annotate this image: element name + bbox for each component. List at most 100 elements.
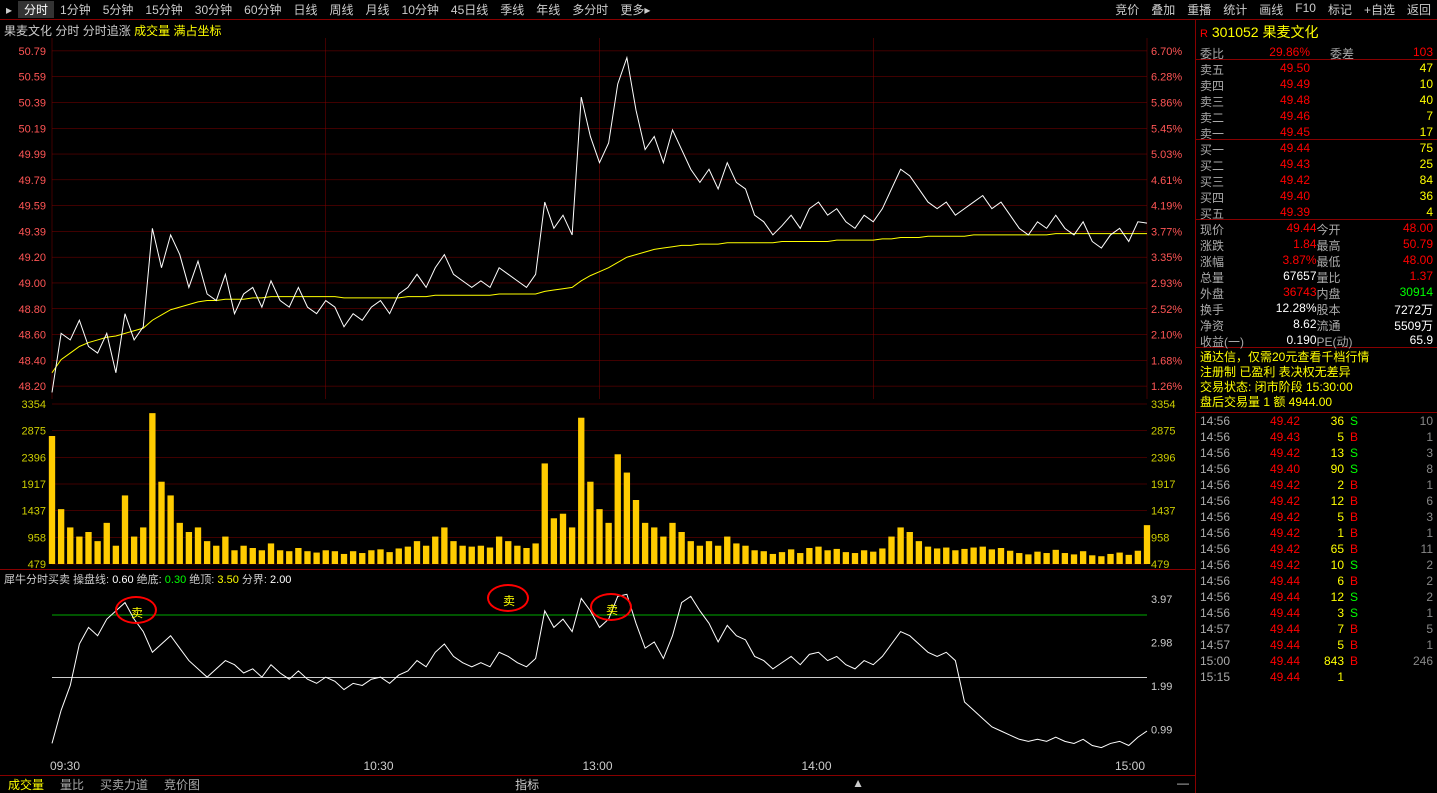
tab-6[interactable]: 日线 [288,1,324,18]
ob-ratio: 委比29.86%委差103 [1196,44,1437,60]
svg-text:479: 479 [1151,559,1169,569]
ask-row[interactable]: 卖一49.4517 [1196,124,1437,140]
svg-text:1.26%: 1.26% [1151,381,1182,393]
svg-text:2875: 2875 [22,426,46,438]
stock-title: R 301052 果麦文化 [1196,20,1437,44]
tab-0[interactable]: 分时 [18,1,54,18]
tab-14[interactable]: 更多▸ [614,1,656,18]
tab-3[interactable]: 15分钟 [139,1,188,18]
tab-4[interactable]: 30分钟 [189,1,238,18]
bid-row[interactable]: 买三49.4284 [1196,172,1437,188]
quote-row: 净资8.62流通5509万 [1196,316,1437,332]
quote-row: 总量67657量比1.37 [1196,268,1437,284]
ask-row[interactable]: 卖三49.4840 [1196,92,1437,108]
top-action[interactable]: F10 [1289,1,1322,18]
top-action[interactable]: 标记 [1322,1,1358,18]
trade-row: 14:5749.445B1 [1196,637,1437,653]
svg-text:3.77%: 3.77% [1151,226,1182,238]
top-action[interactable]: 竞价 [1109,1,1145,18]
top-action[interactable]: 统计 [1217,1,1253,18]
tab-9[interactable]: 10分钟 [396,1,445,18]
svg-text:50.19: 50.19 [18,123,46,135]
svg-text:3354: 3354 [22,399,46,411]
svg-text:49.39: 49.39 [18,226,46,238]
top-action[interactable]: 画线 [1253,1,1289,18]
trade-row: 14:5749.447B5 [1196,621,1437,637]
indicator-chart[interactable]: 犀牛分时买卖 操盘线: 0.60 绝底: 0.30 绝顶: 3.50 分界: 2… [0,569,1195,759]
indicator-btn[interactable]: 指标 [509,776,545,793]
svg-text:2.98: 2.98 [1151,638,1172,650]
svg-text:49.00: 49.00 [18,278,46,290]
top-action[interactable]: +自选 [1358,1,1401,18]
svg-text:1.68%: 1.68% [1151,355,1182,367]
svg-text:49.79: 49.79 [18,175,46,187]
expand-btn[interactable]: ▲ [846,776,870,793]
svg-text:5.03%: 5.03% [1151,149,1182,161]
tab-1[interactable]: 1分钟 [54,1,97,18]
sidebar: R 301052 果麦文化 委比29.86%委差103卖五49.5047卖四49… [1195,20,1437,793]
tab-12[interactable]: 年线 [530,1,566,18]
sub-tab[interactable]: 满占坐标 [173,24,221,38]
bid-row[interactable]: 买五49.394 [1196,204,1437,220]
svg-text:2396: 2396 [22,452,46,464]
stock-name: 果麦文化 [1262,24,1318,40]
time-label: 10:30 [269,759,488,775]
svg-text:50.59: 50.59 [18,72,46,84]
bot-tab[interactable]: 成交量 [0,776,52,793]
ask-row[interactable]: 卖二49.467 [1196,108,1437,124]
quote-row: 现价49.44今开48.00 [1196,220,1437,236]
main: 果麦文化 分时 分时追涨 成交量 满占坐标 50.796.70%50.596.2… [0,20,1437,793]
svg-text:4.61%: 4.61% [1151,175,1182,187]
svg-text:2.93%: 2.93% [1151,278,1182,290]
svg-text:958: 958 [28,532,46,544]
ask-row[interactable]: 卖四49.4910 [1196,76,1437,92]
bid-row[interactable]: 买一49.4475 [1196,140,1437,156]
svg-text:3.35%: 3.35% [1151,252,1182,264]
quote-row: 涨幅3.87%最低48.00 [1196,252,1437,268]
svg-text:6.70%: 6.70% [1151,46,1182,58]
msg-line: 注册制 已盈利 表决权无差异 [1200,365,1433,380]
tab-2[interactable]: 5分钟 [97,1,140,18]
tab-7[interactable]: 周线 [324,1,360,18]
sub-tab[interactable]: 成交量 [134,24,170,38]
volume-chart[interactable]: 3354335428752875239623961917191714371437… [0,399,1195,569]
msg-line: 交易状态: 闭市阶段 15:30:00 [1200,380,1433,395]
quote-row: 换手12.28%股本7272万 [1196,300,1437,316]
sub-tab[interactable]: 分时 [55,24,79,38]
bot-tab[interactable]: 买卖力道 [92,776,156,793]
ask-row[interactable]: 卖五49.5047 [1196,60,1437,76]
tab-11[interactable]: 季线 [494,1,530,18]
msg-line: 通达信，仅需20元查看千档行情 [1200,350,1433,365]
top-action[interactable]: 叠加 [1145,1,1181,18]
collapse-btn[interactable]: — [1171,776,1195,793]
svg-text:3354: 3354 [1151,399,1175,411]
quote-row: 外盘36743内盘30914 [1196,284,1437,300]
bid-row[interactable]: 买四49.4036 [1196,188,1437,204]
svg-text:1.99: 1.99 [1151,681,1172,693]
sub-tab[interactable]: 分时追涨 [83,24,131,38]
quote-panel: 现价49.44今开48.00涨跌1.84最高50.79涨幅3.87%最低48.0… [1196,220,1437,348]
svg-text:2396: 2396 [1151,452,1175,464]
tab-5[interactable]: 60分钟 [238,1,287,18]
bot-tab[interactable]: 竞价图 [156,776,208,793]
bot-tab[interactable]: 量比 [52,776,92,793]
tab-8[interactable]: 月线 [360,1,396,18]
msg-line: 盘后交易量 1 额 4944.00 [1200,395,1433,410]
svg-text:48.80: 48.80 [18,304,46,316]
trade-row: 14:5649.4265B11 [1196,541,1437,557]
top-action[interactable]: 返回 [1401,1,1437,18]
tab-13[interactable]: 多分时 [566,1,614,18]
price-chart[interactable]: 50.796.70%50.596.28%50.395.86%50.195.45%… [0,38,1195,399]
top-action[interactable]: 重播 [1181,1,1217,18]
svg-text:48.60: 48.60 [18,330,46,342]
svg-text:1917: 1917 [1151,479,1175,491]
svg-text:50.39: 50.39 [18,97,46,109]
tab-10[interactable]: 45日线 [445,1,494,18]
bid-row[interactable]: 买二49.4325 [1196,156,1437,172]
messages: 通达信，仅需20元查看千档行情注册制 已盈利 表决权无差异交易状态: 闭市阶段 … [1196,348,1437,412]
svg-text:6.28%: 6.28% [1151,72,1182,84]
svg-text:48.20: 48.20 [18,381,46,393]
trade-row: 14:5649.425B3 [1196,509,1437,525]
svg-text:3.97: 3.97 [1151,594,1172,606]
trade-row: 14:5649.422B1 [1196,477,1437,493]
